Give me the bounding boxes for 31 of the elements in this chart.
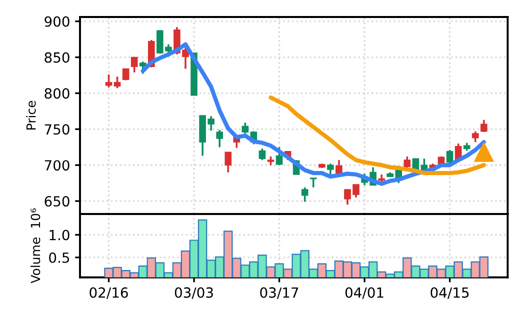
- y-tick-label: 800: [44, 88, 70, 99]
- candlestick: [301, 186, 308, 203]
- x-tick-label: 03/03: [174, 287, 213, 299]
- candlestick: [258, 148, 266, 161]
- candlestick: [114, 76, 121, 90]
- candlestick: [105, 74, 112, 88]
- candlestick: [404, 156, 411, 169]
- y-tick-label: 700: [44, 160, 70, 171]
- y-axis-title: Price: [26, 100, 36, 130]
- x-tick-label: 02/16: [90, 287, 128, 299]
- y-tick-label: 0.5: [49, 252, 70, 263]
- candlestick: [224, 151, 232, 174]
- x-tick-label: 03/17: [260, 287, 298, 299]
- candlestick: [242, 122, 249, 134]
- y-tick-label: 900: [44, 16, 70, 27]
- candlestick: [327, 162, 334, 176]
- candlestick: [216, 128, 223, 148]
- y-tick-label: 1.0: [50, 230, 70, 240]
- y-tick-label: 650: [44, 196, 70, 207]
- x-tick-label: 04/15: [430, 287, 469, 299]
- y-tick-label: 850: [44, 52, 70, 63]
- y-tick-label: 750: [44, 124, 70, 135]
- candlestick: [139, 60, 146, 75]
- candlestick: [122, 68, 130, 82]
- candlestick: [472, 130, 479, 144]
- y-axis-title: Volume 10⁶: [30, 208, 40, 284]
- candlestick: [446, 149, 454, 164]
- x-tick-label: 04/01: [345, 287, 384, 299]
- candlestick: [310, 177, 317, 188]
- candlestick: [480, 118, 488, 133]
- candlestick: [130, 56, 138, 74]
